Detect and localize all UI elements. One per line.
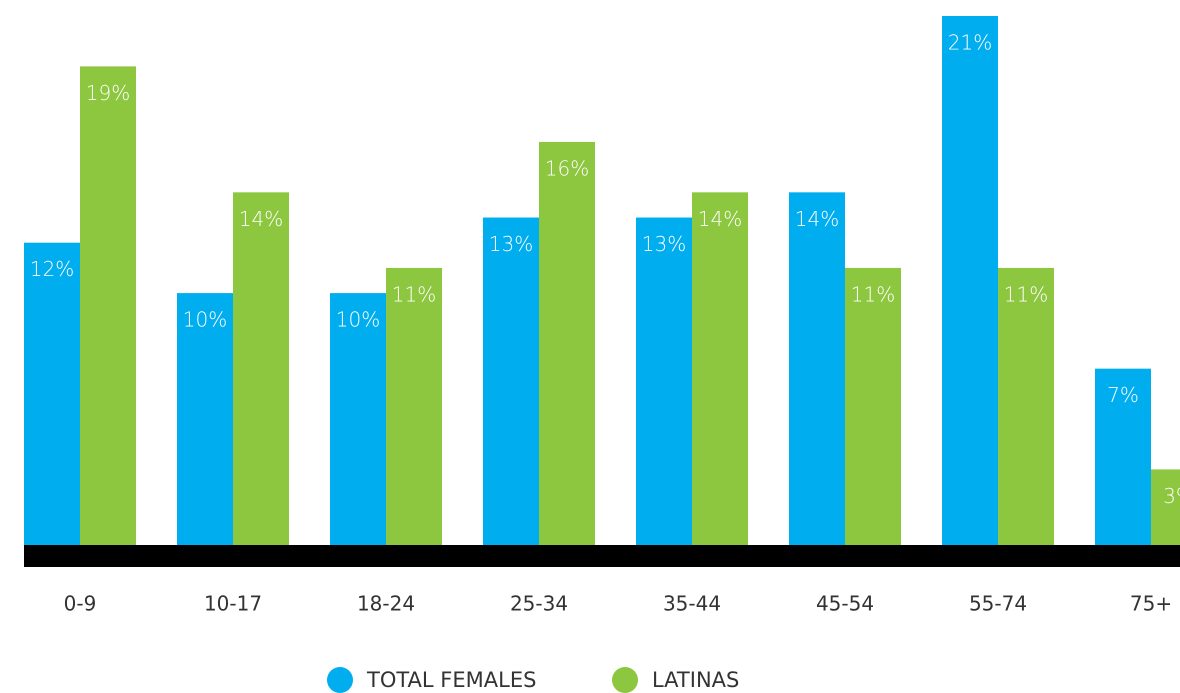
bar [789, 192, 845, 546]
value-label: 13% [642, 232, 686, 256]
value-label: 14% [239, 207, 283, 231]
x-tick-label: 35-44 [663, 592, 721, 616]
value-label: 3% [1163, 484, 1180, 508]
value-label: 10% [336, 308, 380, 332]
x-tick-label: 75+ [1130, 592, 1172, 616]
value-label: 10% [183, 308, 227, 332]
value-label: 11% [392, 282, 436, 306]
legend-swatch [327, 667, 353, 693]
bar [330, 293, 386, 545]
bar [233, 192, 289, 546]
value-label: 12% [30, 257, 74, 281]
baseline [24, 545, 1180, 567]
x-tick-label: 18-24 [357, 592, 415, 616]
x-tick-label: 45-54 [816, 592, 874, 616]
bar [539, 141, 595, 545]
bar [1151, 469, 1180, 545]
legend-label: TOTAL FEMALES [366, 668, 536, 692]
value-label: 19% [86, 81, 130, 105]
bar [386, 267, 442, 545]
value-label: 14% [698, 207, 742, 231]
x-tick-label: 10-17 [204, 592, 262, 616]
bar [636, 217, 692, 545]
x-tick-label: 55-74 [969, 592, 1027, 616]
legend-swatch [612, 667, 638, 693]
bar [24, 242, 80, 545]
bar [692, 192, 748, 546]
value-label: 14% [795, 207, 839, 231]
bar [1095, 368, 1151, 545]
legend-label: LATINAS [652, 668, 739, 692]
bar [177, 293, 233, 545]
x-tick-label: 0-9 [64, 592, 97, 616]
value-label: 13% [489, 232, 533, 256]
x-tick-label: 25-34 [510, 592, 568, 616]
bar [80, 66, 136, 545]
value-label: 7% [1107, 383, 1139, 407]
bar [942, 16, 998, 545]
bar [483, 217, 539, 545]
value-label: 11% [1004, 282, 1048, 306]
bar [845, 267, 901, 545]
value-label: 11% [851, 282, 895, 306]
bar [998, 267, 1054, 545]
value-label: 16% [545, 156, 589, 180]
value-label: 21% [948, 31, 992, 55]
